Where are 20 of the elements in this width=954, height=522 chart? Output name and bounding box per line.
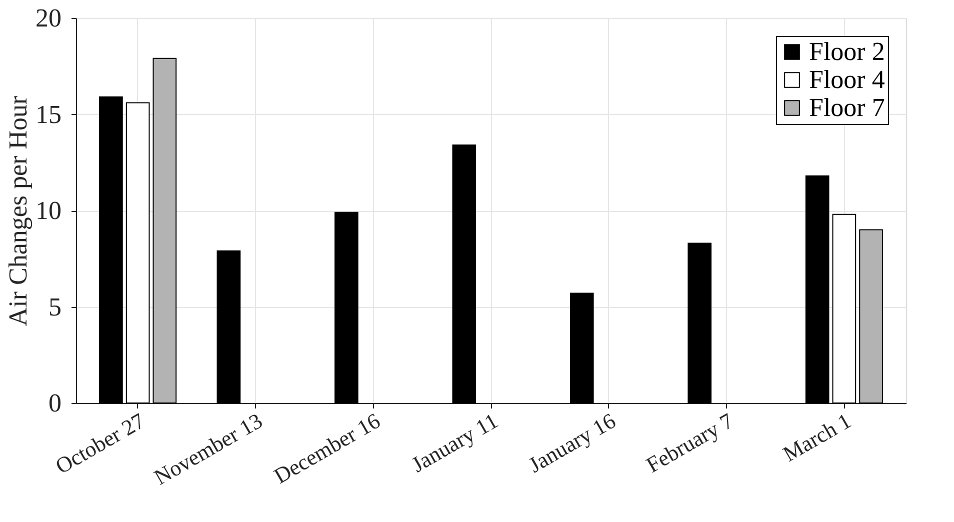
bar bbox=[99, 96, 123, 404]
legend-label: Floor 7 bbox=[809, 93, 885, 122]
bar bbox=[216, 250, 241, 404]
y-tick-label: 10 bbox=[36, 196, 62, 225]
bar bbox=[859, 229, 883, 404]
bar bbox=[152, 58, 177, 404]
bar bbox=[126, 102, 150, 404]
bar bbox=[688, 242, 712, 404]
bar bbox=[452, 144, 476, 404]
bar bbox=[832, 214, 856, 404]
bar bbox=[334, 212, 358, 404]
y-tick-label: 0 bbox=[48, 388, 62, 418]
y-tick-label: 15 bbox=[36, 100, 62, 129]
legend-label: Floor 2 bbox=[809, 37, 885, 66]
bar bbox=[805, 175, 830, 404]
bar bbox=[570, 292, 594, 404]
y-tick-label: 5 bbox=[48, 292, 62, 322]
y-axis-title: Air Changes per Hour bbox=[4, 96, 32, 326]
legend-label: Floor 4 bbox=[809, 65, 885, 94]
y-tick-label: 20 bbox=[36, 4, 62, 32]
